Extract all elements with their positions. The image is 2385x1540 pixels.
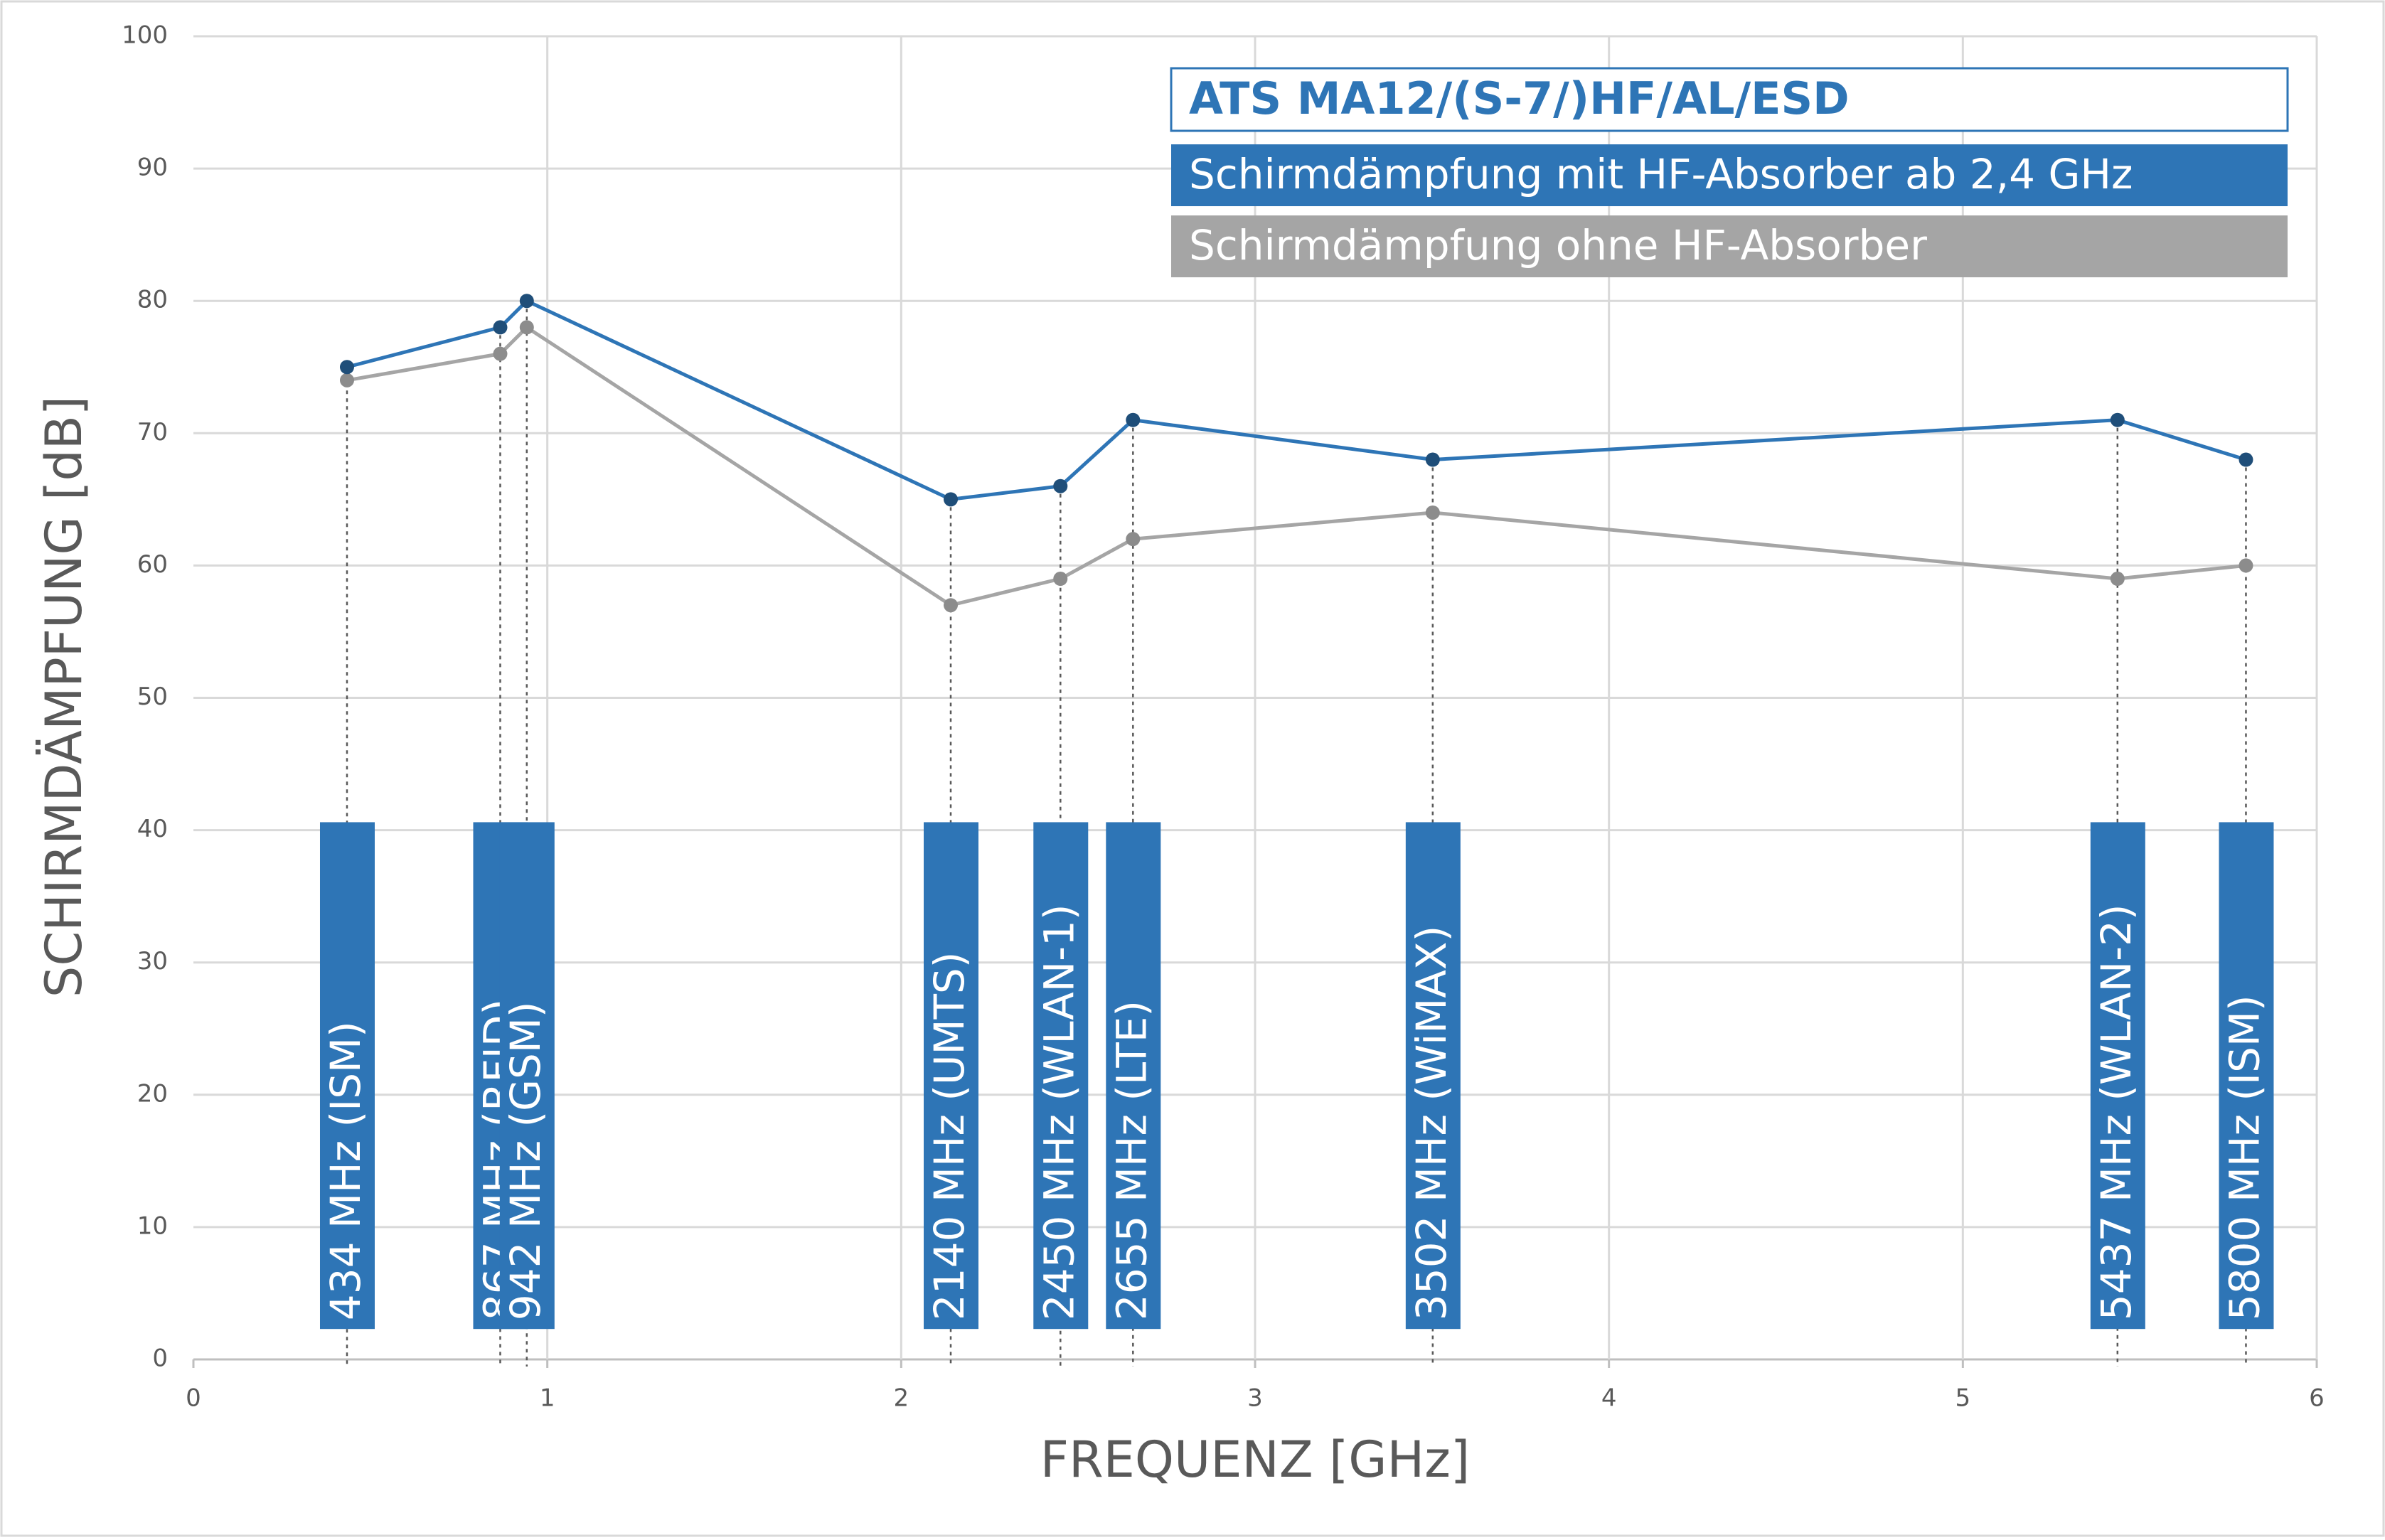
y-tick-label: 0 — [152, 1344, 168, 1373]
legend-title-box — [1170, 67, 2289, 132]
data-point — [1425, 452, 1440, 467]
data-point — [2239, 452, 2253, 467]
annotation-box — [319, 822, 375, 1330]
legend-swatch — [1171, 144, 2288, 206]
data-point — [2110, 572, 2125, 587]
annotation-label: 2655 MHz (LTE) — [1107, 1000, 1156, 1320]
annotation-label: 5437 MHz (WLAN-2) — [2092, 904, 2140, 1320]
y-tick-label: 70 — [137, 418, 168, 447]
x-tick-label: 4 — [1601, 1384, 1617, 1413]
y-tick-label: 100 — [122, 21, 168, 50]
x-tick-label: 0 — [186, 1384, 201, 1413]
annotation-box — [1033, 822, 1089, 1330]
annotation-label: 5800 MHz (ISM) — [2221, 995, 2269, 1320]
y-tick-label: 90 — [137, 154, 168, 182]
y-tick-label: 50 — [137, 683, 168, 711]
x-tick-label: 3 — [1247, 1384, 1263, 1413]
legend-label: Schirmdämpfung mit HF-Absorber ab 2,4 GH… — [1189, 150, 2133, 198]
data-point — [519, 294, 534, 309]
data-point — [493, 320, 508, 335]
legend-label: Schirmdämpfung ohne HF-Absorber — [1189, 221, 1927, 269]
x-tick-label: 6 — [2309, 1384, 2325, 1413]
annotation-box — [499, 822, 555, 1330]
data-point — [519, 320, 534, 335]
x-axis-title: FREQUENZ [GHz] — [1040, 1431, 1471, 1489]
annotation-box — [1106, 822, 1161, 1330]
data-point — [1053, 572, 1068, 587]
data-point — [944, 598, 959, 613]
y-tick-label: 80 — [137, 286, 168, 314]
y-tick-label: 60 — [137, 550, 168, 579]
legend-swatch — [1171, 215, 2288, 277]
data-point — [339, 360, 354, 375]
y-tick-label: 20 — [137, 1079, 168, 1108]
annotation-label: 434 MHz (ISM) — [321, 1021, 370, 1320]
data-point — [1126, 532, 1141, 547]
data-point — [1053, 478, 1068, 493]
data-point — [2110, 412, 2125, 427]
annotation-label: 942 MHz (GSM) — [501, 1001, 550, 1320]
legend-title: ATS MA12/(S-7/)HF/AL/ESD — [1189, 73, 1850, 124]
x-tick-label: 2 — [894, 1384, 909, 1413]
x-tick-label: 5 — [1956, 1384, 1971, 1413]
annotation-box — [924, 822, 979, 1330]
data-point — [944, 492, 959, 507]
y-axis-title: SCHIRMDÄMPFUNG [dB] — [35, 396, 93, 998]
annotation-label: 2450 MHz (WLAN-1) — [1035, 904, 1083, 1320]
y-tick-label: 40 — [137, 815, 168, 843]
annotation-box — [2219, 822, 2274, 1330]
data-point — [1425, 505, 1440, 520]
x-tick-label: 1 — [540, 1384, 555, 1413]
data-point — [493, 346, 508, 361]
y-tick-label: 10 — [137, 1212, 168, 1240]
annotation-label: 2140 MHz (UMTS) — [925, 952, 973, 1321]
y-tick-label: 30 — [137, 947, 168, 975]
annotation-box — [1405, 822, 1461, 1330]
data-point — [339, 373, 354, 387]
annotation-label: 3502 MHz (WiMAX) — [1407, 926, 1456, 1320]
annotation-box — [2090, 822, 2145, 1330]
data-point — [2239, 558, 2253, 573]
data-point — [1126, 412, 1141, 427]
